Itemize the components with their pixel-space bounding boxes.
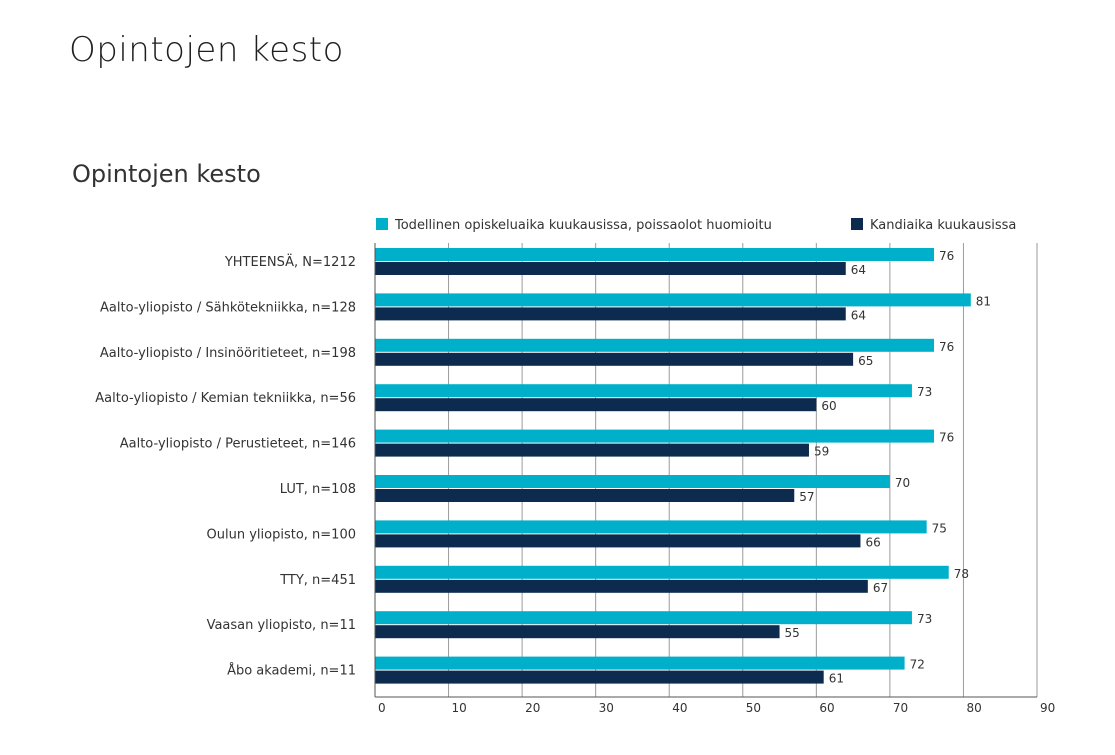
- data-label: 81: [976, 294, 991, 308]
- data-label: 76: [939, 340, 954, 354]
- bar: [375, 565, 949, 579]
- legend-label: Todellinen opiskeluaika kuukausissa, poi…: [394, 218, 772, 233]
- bar: [375, 534, 861, 548]
- x-tick-label: 80: [966, 701, 981, 715]
- chart-title: Opintojen kesto: [72, 160, 261, 188]
- bar: [375, 520, 927, 534]
- bar: [375, 611, 912, 625]
- bar: [375, 384, 912, 398]
- category-label: Vaasan yliopisto, n=11: [207, 618, 356, 633]
- data-label: 64: [851, 308, 866, 322]
- bar: [375, 307, 846, 321]
- bar: [375, 670, 824, 684]
- page-title: Opintojen kesto: [69, 30, 344, 70]
- x-tick-label: 70: [893, 701, 908, 715]
- data-label: 55: [785, 626, 800, 640]
- bar: [375, 489, 795, 502]
- x-tick-label: 40: [672, 701, 687, 715]
- data-label: 70: [895, 476, 910, 490]
- category-label: LUT, n=108: [280, 482, 356, 497]
- data-label: 75: [932, 521, 947, 535]
- data-label: 76: [939, 431, 954, 445]
- category-label: Aalto-yliopisto / Sähkötekniikka, n=128: [100, 300, 356, 315]
- legend-swatch: [851, 218, 863, 230]
- data-label: 65: [858, 354, 873, 368]
- bar: [375, 293, 971, 307]
- category-label: Åbo akademi, n=11: [227, 663, 356, 679]
- category-label: Aalto-yliopisto / Insinööritieteet, n=19…: [100, 346, 356, 361]
- data-label: 76: [939, 249, 954, 263]
- data-label: 61: [829, 672, 844, 686]
- bar: [375, 429, 935, 443]
- data-label: 60: [821, 399, 836, 413]
- bar: [375, 338, 935, 352]
- category-label: Aalto-yliopisto / Perustieteet, n=146: [120, 437, 356, 452]
- bar: [375, 443, 809, 457]
- category-label: Aalto-yliopisto / Kemian tekniikka, n=56: [95, 391, 356, 406]
- x-tick-label: 20: [525, 701, 540, 715]
- bar: [375, 656, 905, 670]
- data-label: 72: [910, 658, 925, 672]
- bar: [375, 248, 935, 261]
- data-label: 67: [873, 581, 888, 595]
- bar: [375, 262, 846, 275]
- x-tick-label: 60: [819, 701, 834, 715]
- x-tick-label: 30: [599, 701, 614, 715]
- bar: [375, 579, 868, 593]
- data-label: 64: [851, 263, 866, 277]
- data-label: 73: [917, 385, 932, 399]
- x-tick-label: 0: [378, 701, 386, 715]
- data-label: 66: [865, 535, 880, 549]
- category-label: Oulun yliopisto, n=100: [207, 527, 356, 542]
- data-label: 73: [917, 612, 932, 626]
- legend-swatch: [376, 218, 388, 230]
- bar: [375, 398, 817, 412]
- data-label: 57: [799, 490, 814, 504]
- legend-label: Kandiaika kuukausissa: [870, 218, 1016, 233]
- category-label: YHTEENSÄ, N=1212: [224, 254, 356, 270]
- data-label: 59: [814, 445, 829, 459]
- data-label: 78: [954, 567, 969, 581]
- bar: [375, 475, 890, 488]
- bar: [375, 352, 854, 366]
- x-tick-label: 10: [452, 701, 467, 715]
- category-label: TTY, n=451: [279, 573, 356, 588]
- bar: [375, 625, 780, 639]
- x-tick-label: 90: [1040, 701, 1055, 715]
- x-tick-label: 50: [746, 701, 761, 715]
